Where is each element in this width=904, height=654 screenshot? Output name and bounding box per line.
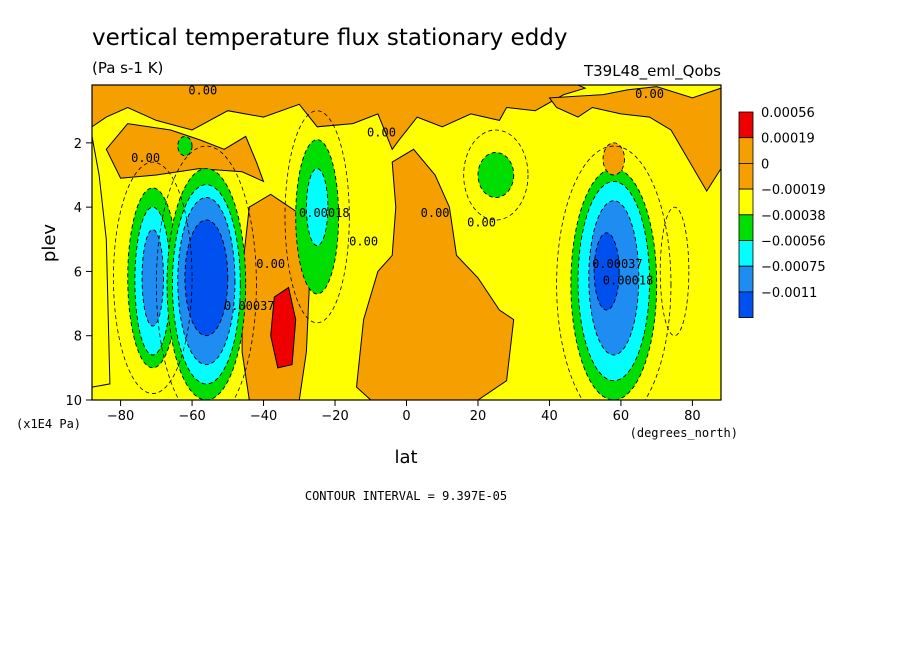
legend-label: −0.00019 [761,183,826,198]
y-tick-label: 2 [74,137,82,152]
legend-swatch [738,188,754,216]
cell-sw-blue [141,229,164,327]
cell-s-darkblue [184,219,229,337]
contour-label: 0.00 [131,151,160,165]
legend-swatch [738,240,754,267]
cell-upper-cyan [305,168,329,247]
positive-max-red [270,286,297,369]
x-tick-label: 20 [470,409,487,424]
x-tick-label: 80 [684,409,701,424]
legend-label: −0.00075 [761,260,826,275]
cell-ne-green [477,152,515,198]
contour-label: 0.00 [635,87,664,101]
legend-swatch [738,265,754,293]
legend-swatch [738,111,754,139]
legend-swatch [738,137,754,164]
x-tick-label: 60 [613,409,630,424]
chart-units: (Pa s-1 K) [92,59,163,77]
positive-region-tropics [355,148,515,400]
y-axis-label: plev [39,224,60,263]
dashed-contour-2 [284,110,350,324]
contour-fill-area [92,85,721,400]
cell-small-green [177,135,193,157]
positive-region-ne [548,86,721,193]
dashed-contour-5 [659,206,690,337]
x-tick-label: 0 [402,409,410,424]
dashed-contour-0 [113,161,193,394]
x-tick-label: −60 [178,409,205,424]
y-tick-label: 10 [65,394,82,409]
dashed-contour-3 [556,145,672,400]
legend-label: 0.00056 [761,106,815,121]
x-axis-label: lat [394,447,417,468]
contour-label: 0.00 [467,215,496,229]
x-axis: −80 −60 −40 −20 0 20 40 60 80 [107,400,701,424]
y-units-label: (x1E4 Pa) [16,417,81,431]
x-tick-label: −20 [321,409,348,424]
dashed-contour-4 [463,129,529,221]
legend-label: −0.00056 [761,235,826,250]
cell-n-darkblue [593,232,620,311]
contour-labels: 0.00 0.000.000.000.000.000.000.000180.000… [131,84,664,313]
x-tick-label: −40 [250,409,277,424]
legend-swatch [738,214,754,241]
legend-swatch [738,162,754,190]
color-legend: 0.00056 0.00019 0 −0.00019 −0.00038 −0.00056 −… [738,106,826,318]
contour-label: 0.00018 [603,273,654,287]
contour-label: 0.00 [421,206,450,220]
x-tick-label: 40 [541,409,558,424]
legend-label: 0.00019 [761,132,815,147]
legend-label: 0 [761,157,769,172]
x-units-label: (degrees_north) [630,426,738,440]
contour-label: 0.00018 [299,206,350,220]
cell-n-orange [602,142,625,176]
legend-swatch [738,291,754,318]
contour-label: 0.00 [256,257,285,271]
y-tick-label: 6 [74,265,82,280]
contour-label: 0.00 [349,235,378,249]
contour-label: 0.00037 [224,299,275,313]
y-axis: 2 4 6 8 10 [65,137,92,409]
contour-interval-text: CONTOUR INTERVAL = 9.397E-05 [305,489,507,503]
legend-label: −0.00038 [761,209,826,224]
chart-title: vertical temperature flux stationary edd… [92,25,568,51]
experiment-label: T39L48_eml_Qobs [583,62,721,81]
x-tick-label: −80 [107,409,134,424]
legend-label: −0.0011 [761,286,817,301]
positive-region-upper [92,85,587,151]
contour-label: 0.00 [367,125,396,139]
contour-label: 0.00 [188,84,217,98]
dashed-contour-1 [155,145,257,400]
contour-label: 0.00037 [592,257,643,271]
y-tick-label: 4 [74,201,82,216]
y-tick-label: 8 [74,330,82,345]
yellow-band [92,85,111,388]
